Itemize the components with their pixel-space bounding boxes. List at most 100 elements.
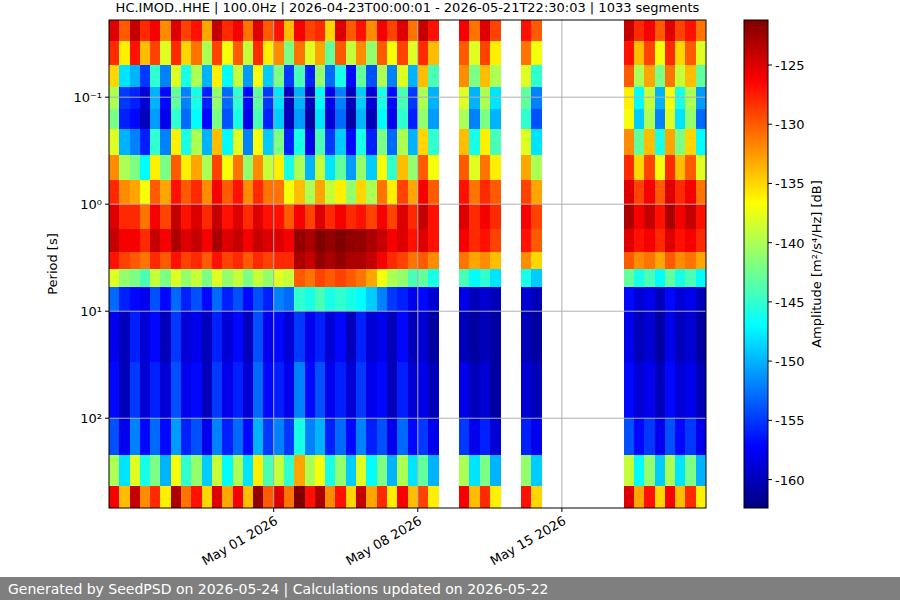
heat-cell [428,362,439,418]
heat-cell [346,204,357,229]
heat-cell [243,455,254,487]
heat-cell [356,229,367,253]
heat-cell [696,362,706,418]
heat-cell [480,204,491,229]
heat-cell [140,20,151,42]
heat-cell [191,129,202,155]
heat-cell [418,87,429,110]
heat-cell [181,87,192,110]
heat-cell [243,418,254,455]
heat-cell [222,41,233,65]
heat-cell [315,287,326,311]
heat-cell [356,155,367,180]
heat-cell [634,129,645,155]
heat-cell [665,287,676,311]
heat-cell [171,155,182,180]
heat-cell [644,418,655,455]
heat-cell [315,455,326,487]
heat-cell [531,362,542,418]
heat-cell [202,252,213,269]
heat-cell [243,129,254,155]
y-tick [105,418,109,419]
heat-cell [490,204,501,229]
heat-cell [130,229,141,253]
heat-cell [634,362,645,418]
heat-cell [480,486,491,508]
heat-cell [119,418,130,455]
heat-cell [346,41,357,65]
heat-cell [521,87,532,110]
heat-cell [397,287,408,311]
heat-cell [655,87,666,110]
heat-cell [531,204,542,229]
heat-cell [222,418,233,455]
heat-cell [685,204,696,229]
heat-cell [119,455,130,487]
heat-cell [655,418,666,455]
title: HC.IMOD..HHE | 100.0Hz | 2026-04-23T00:0… [116,0,700,15]
footer-text: Generated by SeedPSD on 2026-05-24 | Cal… [8,581,549,598]
grid-line [109,418,706,419]
heat-cell [418,311,429,362]
heat-cell [294,418,305,455]
heat-cell [459,455,470,487]
heat-cell [305,87,316,110]
heat-cell [624,362,635,418]
grid-line [109,311,706,312]
heat-cell [469,269,480,288]
heat-cell [202,65,213,87]
heat-cell [109,20,120,42]
heat-cell [191,20,202,42]
heat-cell [212,65,223,87]
heat-cell [397,180,408,204]
heat-cell [675,204,686,229]
heat-cell [644,41,655,65]
heat-cell [397,87,408,110]
heat-cell [356,252,367,269]
heat-cell [644,287,655,311]
heat-cell [644,180,655,204]
heat-cell [418,362,429,418]
heat-cell [624,65,635,87]
heat-cell [377,65,388,87]
heat-cell [387,204,398,229]
heat-cell [634,155,645,180]
heat-cell [634,311,645,362]
heat-cell [418,204,429,229]
heat-cell [233,287,244,311]
heat-cell [428,155,439,180]
heat-cell [274,109,285,129]
heat-cell [315,129,326,155]
heat-cell [181,41,192,65]
heat-cell [387,229,398,253]
heat-cell [469,109,480,129]
heat-cell [696,109,706,129]
heat-cell [675,486,686,508]
heat-cell [665,41,676,65]
colorbar-title: Amplitude [m²/s⁴/Hz] [dB] [809,180,824,348]
heat-cell [428,269,439,288]
heat-cell [305,455,316,487]
x-tick-label: May 15 2026 [487,513,568,568]
heat-cell [202,41,213,65]
heat-cell [346,486,357,508]
heat-cell [202,287,213,311]
heat-cell [171,455,182,487]
heat-cell [233,204,244,229]
heat-cell [305,229,316,253]
heat-cell [243,287,254,311]
heat-cell [233,418,244,455]
heat-cell [685,269,696,288]
heat-cell [212,269,223,288]
heat-cell [305,362,316,418]
heat-cell [130,109,141,129]
heat-cell [294,41,305,65]
heat-cell [191,180,202,204]
heat-cell [665,87,676,110]
heat-cell [119,155,130,180]
heat-cell [346,362,357,418]
heat-cell [202,418,213,455]
heat-cell [212,155,223,180]
heat-cell [655,362,666,418]
heat-cell [109,204,120,229]
